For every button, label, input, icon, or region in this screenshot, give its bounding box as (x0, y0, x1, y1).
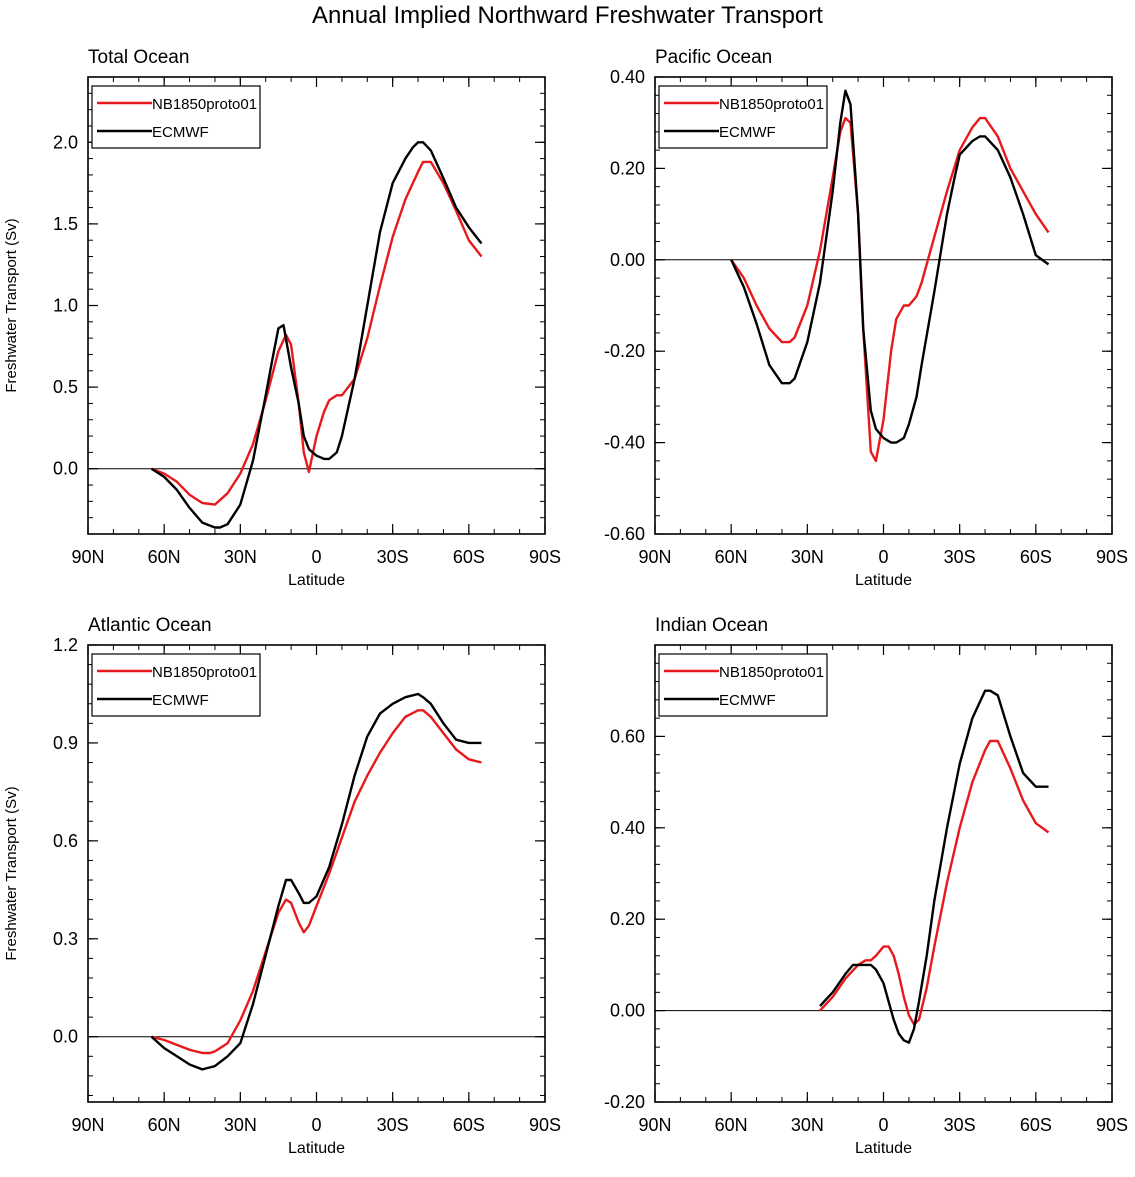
legend-label: NB1850proto01 (719, 664, 824, 681)
x-tick-label: 30S (377, 1115, 409, 1135)
x-tick-label: 60N (715, 1115, 748, 1135)
y-tick-label: 0.00 (610, 1001, 645, 1021)
y-tick-label: 0.40 (610, 818, 645, 838)
legend-label: ECMWF (152, 124, 209, 141)
x-tick-label: 90N (638, 547, 671, 567)
x-tick-label: 60N (148, 1115, 181, 1135)
x-axis-label: Latitude (855, 572, 912, 589)
series-line-ecmwf (730, 89, 1050, 444)
x-tick-label: 60N (715, 547, 748, 567)
legend-label: NB1850proto01 (152, 664, 257, 681)
y-axis-label: Freshwater Transport (Sv) (3, 786, 20, 960)
series-line-nb1850proto01 (730, 116, 1050, 463)
y-tick-label: -0.20 (604, 341, 645, 361)
x-tick-label: 30S (944, 547, 976, 567)
y-tick-label: 1.5 (53, 214, 78, 234)
legend-label: NB1850proto01 (152, 96, 257, 113)
x-tick-label: 0 (878, 1115, 888, 1135)
y-tick-label: 0.9 (53, 733, 78, 753)
y-tick-label: 0.6 (53, 831, 78, 851)
x-tick-label: 90S (529, 547, 561, 567)
legend-box (658, 85, 828, 149)
y-tick-label: 0.20 (610, 158, 645, 178)
x-tick-label: 30N (791, 1115, 824, 1135)
x-tick-label: 90S (529, 1115, 561, 1135)
x-tick-label: 30S (377, 547, 409, 567)
x-tick-label: 90S (1096, 1115, 1128, 1135)
legend-box (91, 85, 261, 149)
legend-label: ECMWF (152, 692, 209, 709)
x-tick-label: 30S (944, 1115, 976, 1135)
series-line-ecmwf (150, 692, 482, 1071)
series-line-nb1850proto01 (819, 739, 1050, 1026)
x-tick-label: 30N (224, 1115, 257, 1135)
x-tick-label: 90N (71, 547, 104, 567)
y-tick-label: 1.2 (53, 635, 78, 655)
legend-label: ECMWF (719, 124, 776, 141)
y-axis-label: Freshwater Transport (Sv) (3, 218, 20, 392)
panel-title: Total Ocean (88, 47, 189, 68)
y-tick-label: 0.60 (610, 726, 645, 746)
y-tick-label: 1.0 (53, 296, 78, 316)
y-tick-label: 0.0 (53, 1027, 78, 1047)
legend-box (91, 653, 261, 717)
figure-title: Annual Implied Northward Freshwater Tran… (312, 2, 823, 29)
x-axis-label: Latitude (288, 1140, 345, 1157)
x-tick-label: 30N (224, 547, 257, 567)
y-tick-label: 0.00 (610, 250, 645, 270)
legend-box (658, 653, 828, 717)
series-line-nb1850proto01 (151, 160, 483, 506)
x-tick-label: 60S (453, 1115, 485, 1135)
y-tick-label: -0.60 (604, 524, 645, 544)
y-tick-label: 0.40 (610, 67, 645, 87)
x-tick-label: 60S (1020, 547, 1052, 567)
x-tick-label: 90S (1096, 547, 1128, 567)
y-tick-label: -0.20 (604, 1092, 645, 1112)
x-tick-label: 0 (878, 547, 888, 567)
x-tick-label: 60S (1020, 1115, 1052, 1135)
x-tick-label: 60N (148, 547, 181, 567)
x-tick-label: 90N (71, 1115, 104, 1135)
series-line-ecmwf (819, 689, 1049, 1044)
panel-title: Atlantic Ocean (88, 615, 212, 636)
y-tick-label: 0.3 (53, 929, 78, 949)
y-tick-label: 0.0 (53, 459, 78, 479)
y-tick-label: 2.0 (53, 132, 78, 152)
x-axis-label: Latitude (288, 572, 345, 589)
legend-label: ECMWF (719, 692, 776, 709)
x-tick-label: 60S (453, 547, 485, 567)
x-tick-label: 90N (638, 1115, 671, 1135)
x-tick-label: 0 (311, 1115, 321, 1135)
y-tick-label: 0.20 (610, 909, 645, 929)
series-line-ecmwf (150, 141, 483, 529)
y-tick-label: 0.5 (53, 377, 78, 397)
x-tick-label: 30N (791, 547, 824, 567)
y-tick-label: -0.40 (604, 433, 645, 453)
legend-label: NB1850proto01 (719, 96, 824, 113)
series-line-nb1850proto01 (151, 709, 482, 1055)
x-axis-label: Latitude (855, 1140, 912, 1157)
panel-title: Pacific Ocean (655, 47, 772, 68)
panel-title: Indian Ocean (655, 615, 768, 636)
x-tick-label: 0 (311, 547, 321, 567)
